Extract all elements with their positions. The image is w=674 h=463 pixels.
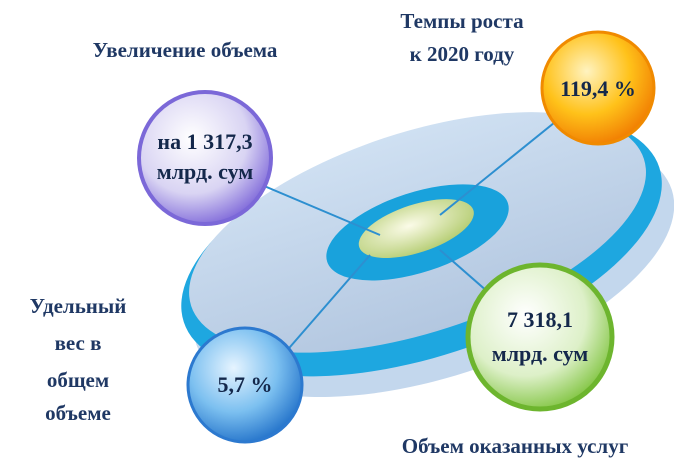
label: Темпы роста	[400, 9, 524, 33]
infographic: Увеличение объема на 1 317,3 млрд. сум Т…	[0, 0, 674, 463]
label: Объем оказанных услуг	[402, 434, 629, 458]
value: млрд. сум	[157, 159, 254, 184]
bubble	[468, 265, 612, 409]
label: к 2020 году	[410, 42, 515, 66]
value: 7 318,1	[507, 307, 573, 332]
label: Увеличение объема	[93, 38, 278, 62]
label: объеме	[45, 401, 111, 425]
value: на 1 317,3	[157, 129, 252, 154]
value: 119,4 %	[560, 76, 636, 101]
value: млрд. сум	[492, 341, 589, 366]
label: Удельный	[30, 294, 127, 318]
label: вес в	[55, 331, 102, 355]
bubble	[139, 92, 271, 224]
label: общем	[47, 368, 109, 392]
value: 5,7 %	[218, 372, 273, 397]
